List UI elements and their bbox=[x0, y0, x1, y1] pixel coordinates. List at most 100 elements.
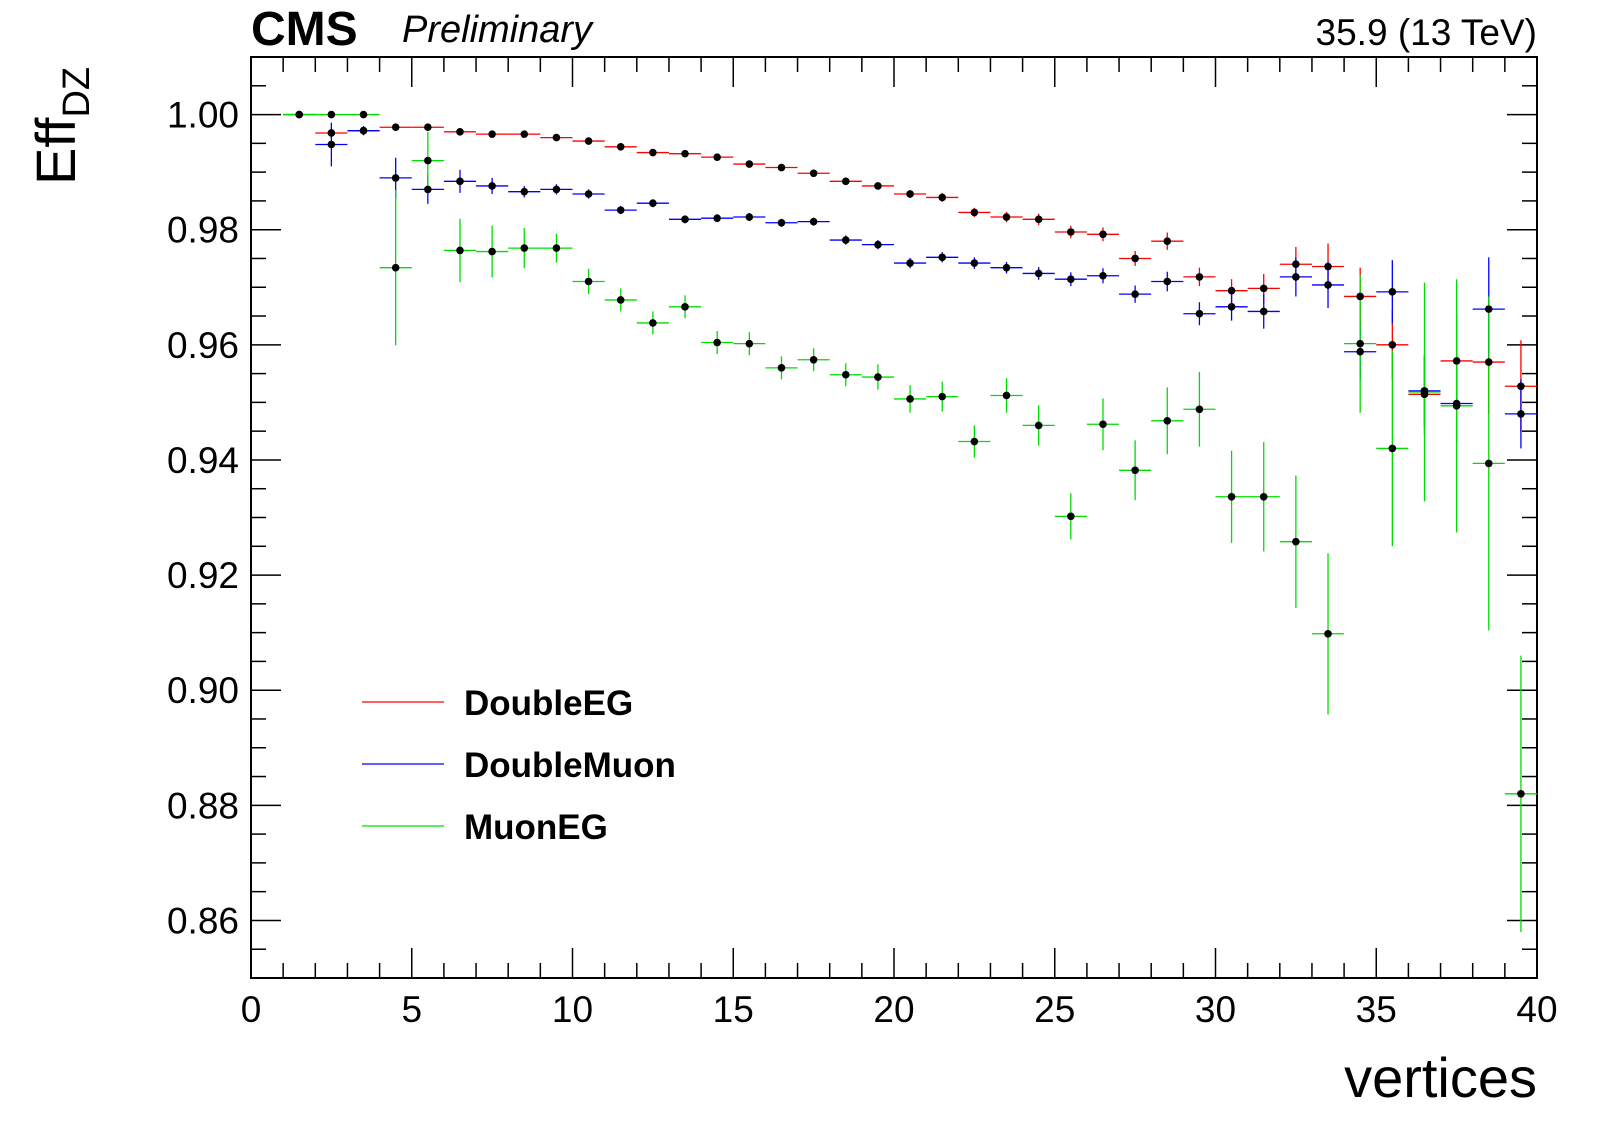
data-point bbox=[616, 296, 625, 304]
luminosity-label: 35.9 (13 TeV) bbox=[1316, 12, 1537, 53]
data-point bbox=[1195, 273, 1204, 281]
data-point bbox=[681, 149, 689, 158]
data-point bbox=[874, 240, 882, 249]
data-point bbox=[777, 218, 786, 227]
data-point bbox=[1163, 277, 1172, 286]
data-point bbox=[1067, 275, 1075, 283]
x-tick-label: 5 bbox=[401, 989, 422, 1030]
data-point bbox=[809, 355, 818, 364]
x-tick-label: 35 bbox=[1356, 989, 1397, 1030]
data-point bbox=[1484, 305, 1493, 313]
y-axis-title-main: Eff bbox=[24, 117, 87, 185]
legend-label-doubleeg: DoubleEG bbox=[464, 684, 633, 723]
data-point bbox=[874, 373, 882, 381]
data-point bbox=[456, 177, 464, 186]
axis-ticks bbox=[250, 56, 1538, 979]
y-axis-title: EffDZ bbox=[24, 67, 98, 185]
data-point bbox=[1195, 309, 1204, 318]
data-point bbox=[745, 213, 754, 221]
data-point bbox=[1356, 339, 1364, 348]
data-point bbox=[1292, 260, 1300, 269]
data-point bbox=[681, 303, 689, 311]
x-tick-label: 25 bbox=[1034, 989, 1075, 1030]
data-point bbox=[520, 244, 529, 252]
data-point bbox=[424, 185, 432, 194]
data-point bbox=[1002, 391, 1011, 400]
data-point bbox=[1034, 215, 1043, 224]
data-point bbox=[713, 214, 721, 222]
data-point bbox=[1452, 357, 1461, 365]
data-point bbox=[391, 263, 400, 272]
legend: DoubleEG DoubleMuon MuonEG bbox=[362, 684, 676, 847]
legend-label-doublemuon: DoubleMuon bbox=[464, 746, 676, 785]
data-point bbox=[1517, 790, 1525, 798]
data-point bbox=[1484, 358, 1493, 366]
data-point bbox=[1002, 213, 1011, 221]
data-point bbox=[552, 185, 561, 194]
data-point bbox=[1163, 416, 1172, 425]
x-tick-label: 10 bbox=[552, 989, 593, 1030]
data-point bbox=[1324, 629, 1332, 638]
data-point bbox=[970, 259, 979, 267]
data-point bbox=[1517, 382, 1525, 391]
data-point bbox=[1292, 537, 1300, 546]
x-tick-label: 30 bbox=[1195, 989, 1236, 1030]
y-tick-label: 0.88 bbox=[167, 785, 239, 826]
data-point bbox=[841, 236, 850, 244]
data-point bbox=[1388, 444, 1397, 453]
y-tick-label: 1.00 bbox=[167, 95, 239, 136]
data-point bbox=[1099, 230, 1107, 239]
data-point bbox=[1324, 262, 1332, 271]
x-tick-label: 0 bbox=[241, 989, 262, 1030]
data-point bbox=[1259, 492, 1268, 501]
axis-tick-labels: 0 5 10 15 20 25 30 35 40 0.86 0.88 0.90 0.92 0.94 0.96… bbox=[167, 95, 1558, 1030]
data-point bbox=[938, 193, 947, 202]
data-point bbox=[1131, 254, 1139, 263]
data-point bbox=[1227, 303, 1236, 311]
data-point bbox=[488, 247, 496, 256]
data-point bbox=[1131, 290, 1139, 298]
data-point bbox=[1034, 421, 1043, 430]
experiment-label: CMS bbox=[251, 3, 358, 56]
y-axis-title-sub: DZ bbox=[56, 67, 98, 118]
data-point bbox=[745, 160, 754, 168]
y-tick-label: 0.92 bbox=[167, 555, 239, 596]
data-point bbox=[1388, 288, 1397, 296]
data-markers bbox=[295, 110, 1525, 798]
y-tick-label: 0.86 bbox=[167, 900, 239, 941]
data-point bbox=[488, 130, 496, 138]
data-point bbox=[327, 140, 336, 149]
y-tick-label: 0.90 bbox=[167, 670, 239, 711]
data-point bbox=[938, 253, 947, 262]
data-point bbox=[1002, 263, 1011, 272]
data-point bbox=[1452, 402, 1461, 410]
data-point bbox=[970, 208, 979, 217]
x-tick-label: 40 bbox=[1516, 989, 1557, 1030]
data-point bbox=[1259, 307, 1268, 316]
x-axis-title: vertices bbox=[1344, 1046, 1537, 1109]
data-point bbox=[1356, 347, 1364, 356]
data-point bbox=[616, 206, 625, 214]
data-point bbox=[1324, 281, 1332, 289]
data-point bbox=[1227, 286, 1236, 295]
y-tick-label: 0.96 bbox=[167, 325, 239, 366]
data-point bbox=[1388, 341, 1397, 349]
data-point bbox=[359, 110, 368, 119]
data-point bbox=[1034, 269, 1043, 278]
data-point bbox=[649, 199, 657, 208]
y-tick-label: 0.94 bbox=[167, 440, 239, 481]
data-point bbox=[1163, 237, 1172, 245]
data-point bbox=[552, 133, 561, 142]
data-point bbox=[649, 148, 657, 157]
data-point bbox=[552, 244, 561, 252]
data-point bbox=[295, 110, 304, 119]
data-point bbox=[1259, 284, 1268, 293]
data-point bbox=[1517, 410, 1525, 418]
data-point bbox=[809, 169, 818, 178]
x-tick-label: 20 bbox=[873, 989, 914, 1030]
data-point bbox=[391, 123, 400, 132]
data-point bbox=[391, 174, 400, 182]
data-point bbox=[1420, 388, 1429, 396]
data-point bbox=[841, 177, 850, 186]
